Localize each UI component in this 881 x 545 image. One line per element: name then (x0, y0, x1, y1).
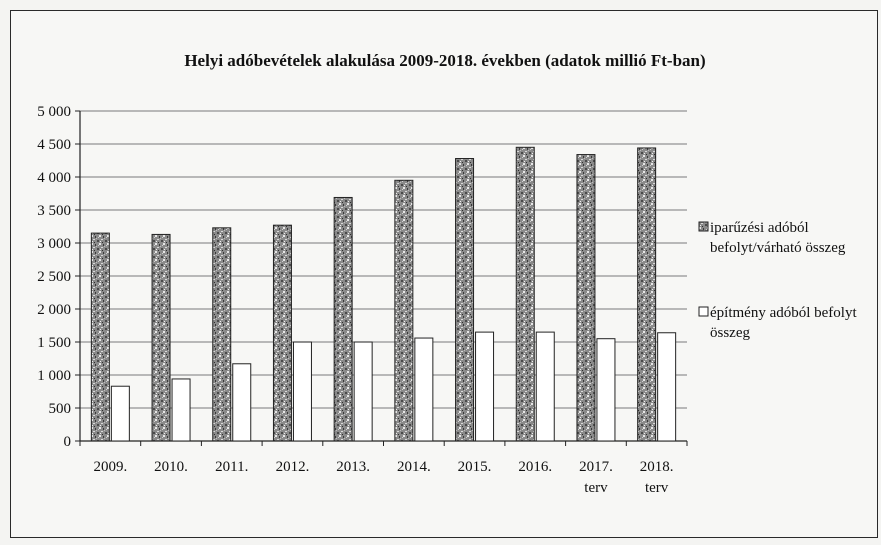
bar-iparuzesi (394, 179, 414, 442)
x-tick-label: terv (645, 480, 669, 496)
bar-iparuzesi (272, 224, 292, 442)
x-axis-ticks: 2009. 2010. 2011. 2012. 2013. 2014. 2015. 2016.… (79, 441, 688, 496)
bar-epitmeny (475, 331, 495, 442)
x-tick-label: 2011. (215, 459, 248, 475)
bar-epitmeny (232, 363, 252, 442)
x-tick-label: 2016. (518, 459, 552, 475)
bar-epitmeny (596, 338, 616, 442)
bar-iparuzesi (90, 232, 110, 442)
y-axis-ticks: 0 500 1 000 1 500 2 000 2 500 3 000 3 500 4 000 4… (37, 104, 81, 450)
x-tick-label: 2017. (579, 459, 613, 475)
legend-label: összeg (710, 325, 750, 341)
x-tick-label: 2009. (93, 459, 127, 475)
x-tick-label: 2014. (397, 459, 431, 475)
bar-chart: Helyi adóbevételek alakulása 2009-2018. … (37, 51, 857, 496)
legend-label: építmény adóból befolyt (710, 305, 857, 321)
legend-swatch (698, 306, 709, 317)
bar-epitmeny (353, 341, 373, 442)
legend-label: befolyt/várható összeg (710, 240, 846, 256)
x-tick-label: 2015. (458, 459, 492, 475)
y-tick-label: 2 500 (37, 269, 71, 285)
grid (80, 110, 687, 442)
bar-iparuzesi (637, 147, 657, 442)
x-tick-label: 2018. (640, 459, 674, 475)
bars (90, 146, 677, 442)
y-tick-label: 2 000 (37, 302, 71, 318)
x-tick-label: terv (584, 480, 608, 496)
bar-iparuzesi (333, 196, 353, 442)
bar-epitmeny (414, 337, 434, 442)
bar-iparuzesi (212, 227, 232, 442)
y-tick-label: 5 000 (37, 104, 71, 120)
bar-epitmeny (292, 341, 312, 442)
x-tick-label: 2010. (154, 459, 188, 475)
y-tick-label: 3 000 (37, 236, 71, 252)
bar-iparuzesi (151, 233, 171, 442)
y-tick-label: 3 500 (37, 203, 71, 219)
bar-iparuzesi (455, 158, 475, 442)
bar-epitmeny (535, 331, 555, 442)
legend-label: iparűzési adóból (710, 220, 809, 236)
x-tick-label: 2013. (336, 459, 370, 475)
chart-title: Helyi adóbevételek alakulása 2009-2018. … (184, 51, 705, 70)
y-tick-label: 4 000 (37, 170, 71, 186)
y-tick-label: 1 000 (37, 368, 71, 384)
bar-iparuzesi (576, 154, 596, 442)
bar-epitmeny (657, 332, 677, 442)
y-tick-label: 0 (64, 434, 72, 450)
y-tick-label: 1 500 (37, 335, 71, 351)
bar-epitmeny (110, 385, 130, 442)
chart-frame: Helyi adóbevételek alakulása 2009-2018. … (10, 10, 878, 538)
y-tick-label: 500 (49, 401, 72, 417)
x-tick-label: 2012. (276, 459, 310, 475)
bar-iparuzesi (515, 146, 535, 442)
y-tick-label: 4 500 (37, 137, 71, 153)
legend-swatch (698, 221, 709, 232)
bar-epitmeny (171, 378, 191, 442)
legend: iparűzési adóból befolyt/várható összeg ép… (698, 220, 857, 341)
